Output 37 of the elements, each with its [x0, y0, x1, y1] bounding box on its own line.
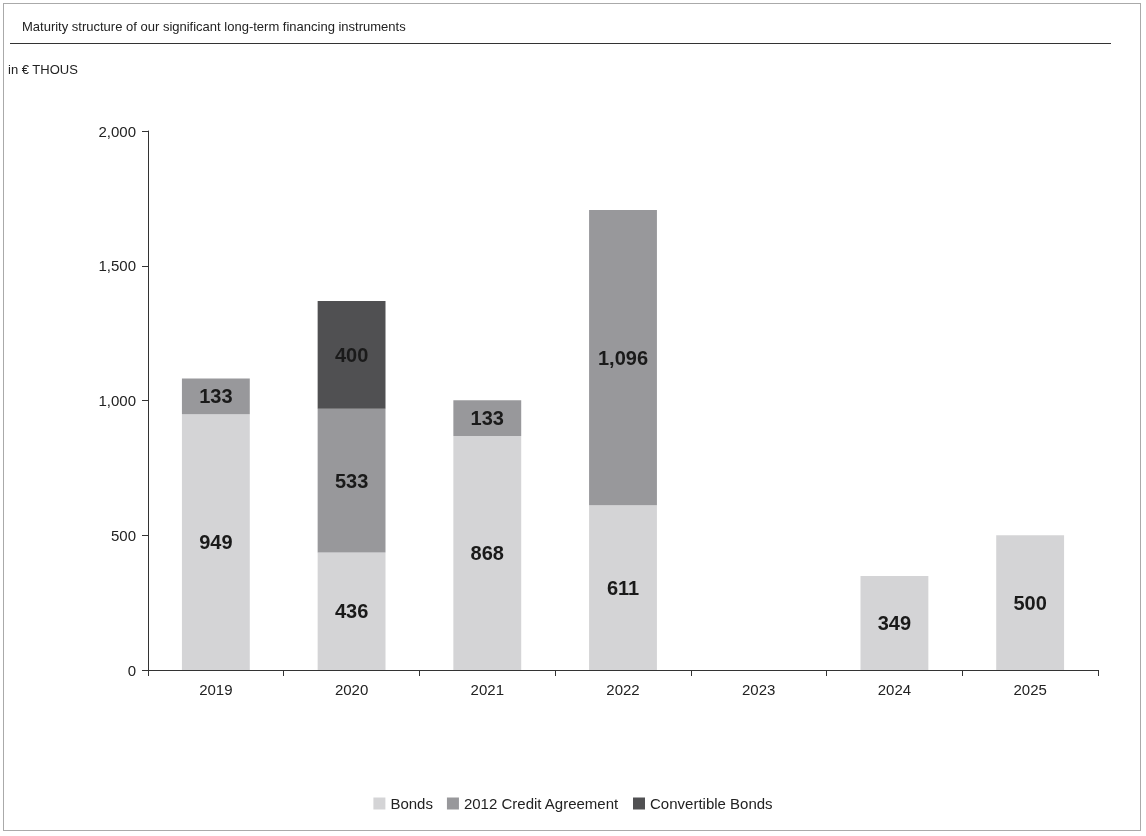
x-tick-label: 2025: [1013, 681, 1047, 698]
legend-label: Bonds: [390, 795, 433, 812]
x-tick-label: 2020: [334, 681, 369, 698]
bar: [453, 436, 522, 670]
x-tick-label: 2022: [606, 681, 640, 698]
legend-label: 2012 Credit Agreement: [463, 795, 620, 812]
y-axis-title: in € THOUS: [8, 62, 79, 77]
bar: [317, 408, 386, 553]
data-label: 611: [606, 576, 640, 599]
legend-label: Convertible Bonds: [650, 795, 773, 812]
y-tick-label: 0: [127, 661, 136, 679]
y-tick-label: 2,000: [98, 122, 136, 140]
data-label: 500: [1013, 591, 1047, 614]
bar: [589, 209, 657, 506]
bar: [181, 414, 250, 670]
chart-title: Maturity structure of our significant long-term financing instruments: [22, 19, 407, 34]
data-label: 1,096: [597, 346, 649, 369]
data-label: 533: [334, 469, 369, 492]
y-tick-label: 1,500: [98, 257, 136, 275]
data-label: 133: [199, 385, 233, 408]
x-tick-label: 2024: [877, 681, 912, 698]
x-tick-label: 2019: [199, 681, 233, 698]
data-label: 949: [199, 531, 233, 554]
x-tick-label: 2021: [470, 681, 504, 698]
bar: [317, 552, 386, 670]
data-label: 436: [334, 600, 369, 623]
bar: [996, 535, 1065, 670]
y-tick-label: 1,000: [98, 392, 136, 409]
x-tick-label: 2023: [742, 681, 776, 698]
bar: [860, 575, 929, 670]
data-label: 400: [334, 343, 369, 366]
bar: [589, 505, 657, 670]
bar: [317, 301, 386, 409]
data-label: 133: [470, 407, 504, 430]
y-tick-label: 500: [110, 526, 136, 544]
data-label: 868: [470, 542, 504, 565]
data-label: 349: [877, 611, 912, 634]
